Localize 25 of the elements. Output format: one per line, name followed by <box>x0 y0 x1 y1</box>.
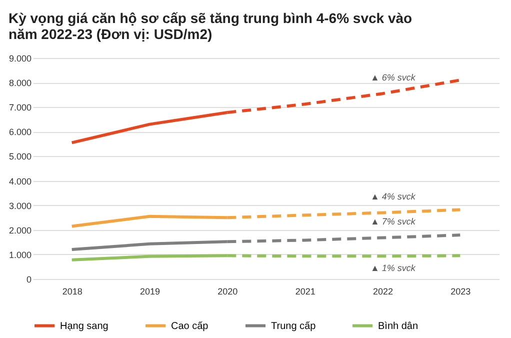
legend-label: Bình dân <box>378 320 418 332</box>
annotation: ▲ 4% svck <box>370 192 416 202</box>
y-tick-label: 6.000 <box>8 127 32 138</box>
y-tick-label: 5.000 <box>8 152 32 162</box>
x-tick-label: 2019 <box>140 286 160 296</box>
y-tick-label: 2.000 <box>8 225 32 236</box>
y-tick-label: 7.000 <box>8 102 32 113</box>
legend-label: Cao cấp <box>171 320 209 332</box>
x-tick-label: 2018 <box>62 286 82 296</box>
x-tick-label: 2022 <box>372 286 394 296</box>
chart-title: Kỳ vọng giá căn hộ sơ cấp sẽ tăng trung bình 4-6% svck vào năm 2022-23 (Đơn vị: USD/m2) <box>8 10 412 42</box>
legend-label: Trung cấp <box>271 320 316 332</box>
annotation: ▲ 6% svck <box>370 72 416 83</box>
annotation: ▲ 7% svck <box>370 216 416 227</box>
annotation: ▲ 1% svck <box>370 263 416 274</box>
y-tick-label: 9.000 <box>8 54 32 64</box>
x-tick-label: 2021 <box>295 286 316 296</box>
y-tick-label: 1.000 <box>8 250 32 260</box>
y-tick-label: 0 <box>26 274 32 284</box>
y-tick-label: 8.000 <box>8 78 32 88</box>
x-tick-label: 2023 <box>450 286 471 296</box>
y-tick-label: 3.000 <box>8 200 32 211</box>
y-tick-label: 4.000 <box>8 176 32 186</box>
x-tick-label: 2020 <box>218 286 238 296</box>
legend-label: Hạng sang <box>60 320 108 332</box>
